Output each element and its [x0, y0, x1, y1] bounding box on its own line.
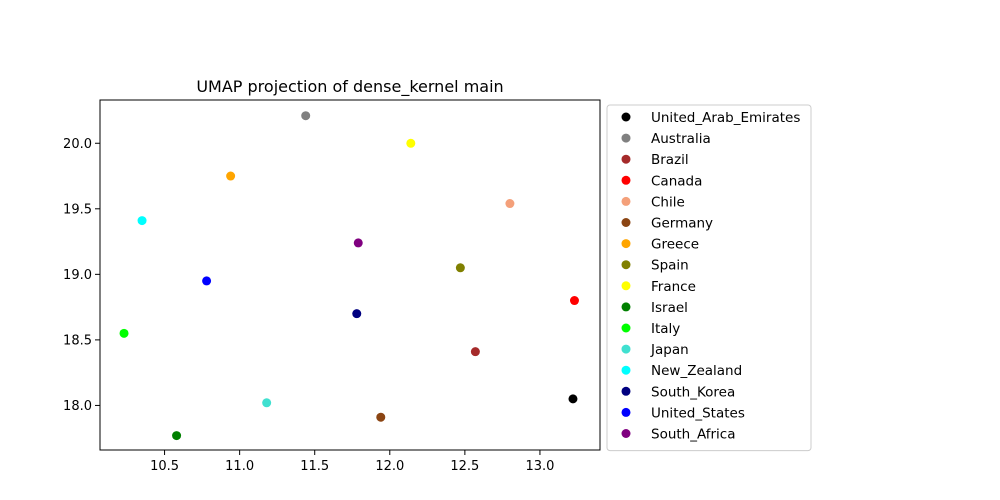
y-tick-label: 18.0 — [63, 399, 92, 414]
point-australia — [301, 111, 311, 121]
point-chile — [505, 199, 515, 209]
legend-marker-united-arab-emirates — [621, 112, 631, 122]
plot-area: 10.5 11.0 11.5 12.0 12.5 13.0 18.0 18.5 19.0 19.5… — [63, 99, 601, 474]
point-canada — [569, 296, 579, 306]
legend-label-new-zealand: New_Zealand — [651, 363, 742, 379]
legend-label-australia: Australia — [651, 131, 711, 147]
legend-label-canada: Canada — [651, 173, 702, 189]
legend-label-chile: Chile — [651, 194, 685, 210]
x-tick-label: 10.5 — [150, 459, 179, 474]
legend-label-spain: Spain — [651, 258, 689, 274]
legend-marker-france — [621, 281, 631, 291]
point-france — [406, 138, 416, 148]
point-brazil — [470, 347, 480, 357]
legend-marker-canada — [621, 175, 631, 185]
legend-label-united-states: United_States — [651, 405, 745, 421]
legend-label-france: France — [651, 279, 696, 295]
legend-marker-germany — [621, 218, 631, 227]
x-tick-label: 12.0 — [375, 459, 404, 474]
legend-label-south-africa: South_Africa — [651, 427, 736, 443]
point-south-korea — [352, 309, 362, 319]
legend-marker-australia — [621, 133, 631, 143]
legend-marker-spain — [621, 260, 631, 270]
legend-label-south-korea: South_Korea — [651, 384, 735, 400]
y-tick-label: 18.5 — [63, 333, 92, 348]
legend-label-israel: Israel — [651, 300, 688, 316]
legend-label-italy: Italy — [651, 321, 680, 337]
legend-marker-south-korea — [621, 386, 631, 396]
legend-marker-united-states — [621, 407, 631, 417]
chart-title: UMAP projection of dense_kernel main — [196, 77, 503, 97]
point-south-africa — [353, 238, 363, 248]
legend-box — [606, 104, 812, 452]
legend-marker-south-africa — [621, 429, 631, 438]
legend-label-united-arab-emirates: United_Arab_Emirates — [651, 110, 800, 126]
point-israel — [172, 431, 182, 441]
legend-marker-greece — [621, 239, 631, 249]
legend-marker-new-zealand — [621, 365, 631, 375]
legend-marker-brazil — [621, 154, 631, 164]
x-tick-label: 11.0 — [225, 459, 254, 474]
legend-marker-israel — [621, 302, 631, 312]
point-spain — [455, 263, 465, 273]
legend-marker-japan — [621, 344, 631, 354]
x-tick-label: 11.5 — [300, 459, 329, 474]
legend-label-japan: Japan — [650, 342, 689, 358]
legend-label-germany: Germany — [651, 216, 713, 232]
point-italy — [119, 328, 129, 338]
y-tick-label: 20.0 — [63, 137, 92, 152]
legend-marker-chile — [621, 196, 631, 206]
x-tick-label: 13.0 — [525, 459, 554, 474]
point-germany — [376, 412, 386, 422]
legend-marker-italy — [621, 323, 631, 333]
y-tick-label: 19.5 — [63, 202, 92, 217]
point-united-states — [202, 276, 212, 286]
legend-label-brazil: Brazil — [651, 152, 689, 168]
x-tick-label: 12.5 — [450, 459, 479, 474]
legend: United_Arab_Emirates Australia Brazil Canad… — [606, 104, 812, 452]
point-greece — [226, 171, 236, 181]
legend-label-greece: Greece — [651, 237, 699, 253]
axes-frame — [99, 99, 601, 451]
point-united-arab-emirates — [568, 394, 578, 404]
point-new-zealand — [137, 216, 147, 226]
point-japan — [262, 398, 272, 408]
y-tick-label: 19.0 — [63, 268, 92, 283]
